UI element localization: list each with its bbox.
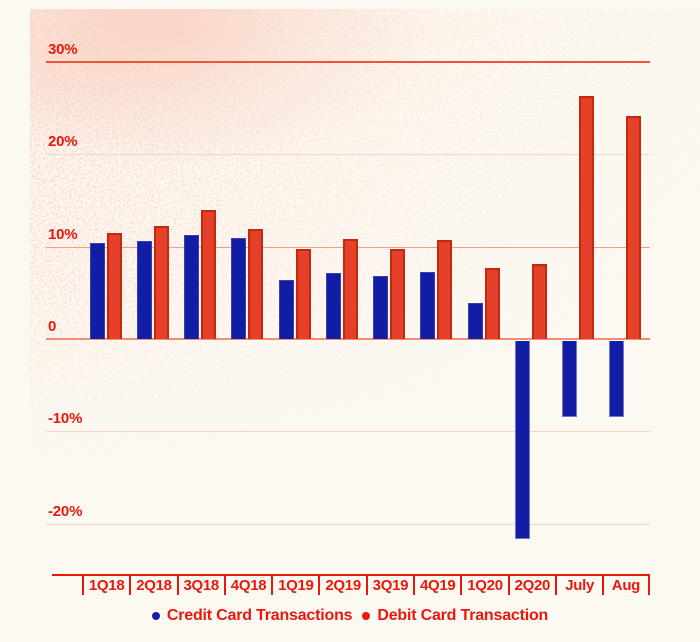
legend-label: Debit Card Transaction [377, 607, 549, 624]
bar-debit-1q20 [484, 267, 500, 339]
legend-item-debit: Debit Card Transaction [362, 607, 548, 625]
bar-debit-2q19 [342, 239, 358, 339]
bar-credit-2q20 [514, 341, 530, 539]
y-tick-label--20pct: -20% [48, 502, 83, 520]
y-tick-label-30pct: 30% [48, 41, 78, 59]
bar-credit-1q18 [89, 242, 105, 339]
gridline-20pct [46, 154, 650, 156]
x-label-3q19: 3Q19 [365, 576, 413, 595]
bar-credit-1q19 [278, 279, 294, 339]
gridline--20pct [46, 523, 650, 525]
gridline-30pct [46, 61, 650, 64]
x-axis-spacer [52, 576, 82, 595]
bar-debit-aug [626, 115, 642, 339]
y-tick-label--10pct: -10% [48, 410, 83, 428]
bar-debit-3q19 [390, 248, 406, 339]
bar-credit-july [562, 341, 578, 417]
debit-bullet-icon [362, 612, 371, 620]
y-tick-label-10pct: 10% [48, 225, 78, 243]
chart-legend: Credit Card Transactions Debit Card Trans… [0, 604, 700, 628]
legend-label: Credit Card Transactions [166, 607, 353, 624]
x-label-1q18: 1Q18 [82, 576, 129, 595]
x-label-1q20: 1Q20 [460, 576, 507, 595]
x-axis-labels: 1Q18 2Q18 3Q18 4Q18 1Q19 2Q19 3Q19 4Q19 1Q20 2Q20… [52, 574, 650, 595]
bar-credit-aug [609, 341, 625, 417]
bar-credit-4q19 [420, 271, 436, 339]
bar-debit-1q18 [106, 232, 122, 339]
x-label-july: July [554, 576, 602, 595]
x-label-4q18: 4Q18 [223, 576, 271, 595]
x-label-2q20: 2Q20 [507, 576, 555, 595]
x-label-2q19: 2Q19 [318, 576, 365, 595]
bar-credit-3q18 [184, 234, 200, 339]
legend-item-credit: Credit Card Transactions [151, 607, 353, 625]
bar-debit-july [579, 96, 595, 339]
bar-credit-1q20 [467, 302, 483, 339]
credit-bullet-icon [151, 612, 160, 620]
x-label-4q19: 4Q19 [413, 576, 460, 595]
gridline-0 [46, 338, 650, 340]
bar-credit-3q19 [373, 276, 389, 339]
bar-credit-2q19 [325, 273, 341, 339]
bar-debit-4q18 [248, 229, 264, 339]
x-label-1q19: 1Q19 [271, 576, 318, 595]
x-label-aug: Aug [602, 576, 650, 595]
bar-debit-2q20 [531, 264, 547, 339]
gridline--10pct [46, 431, 650, 433]
bar-debit-1q19 [295, 249, 311, 339]
y-tick-label-0: 0 [48, 318, 57, 335]
bar-debit-4q19 [437, 240, 453, 339]
bar-debit-3q18 [201, 209, 217, 339]
bar-credit-4q18 [231, 238, 247, 339]
y-tick-label-20pct: 20% [48, 133, 78, 151]
bar-credit-2q18 [136, 241, 152, 339]
bar-debit-2q18 [153, 226, 169, 339]
x-label-2q18: 2Q18 [129, 576, 176, 595]
x-label-3q18: 3Q18 [176, 576, 224, 595]
